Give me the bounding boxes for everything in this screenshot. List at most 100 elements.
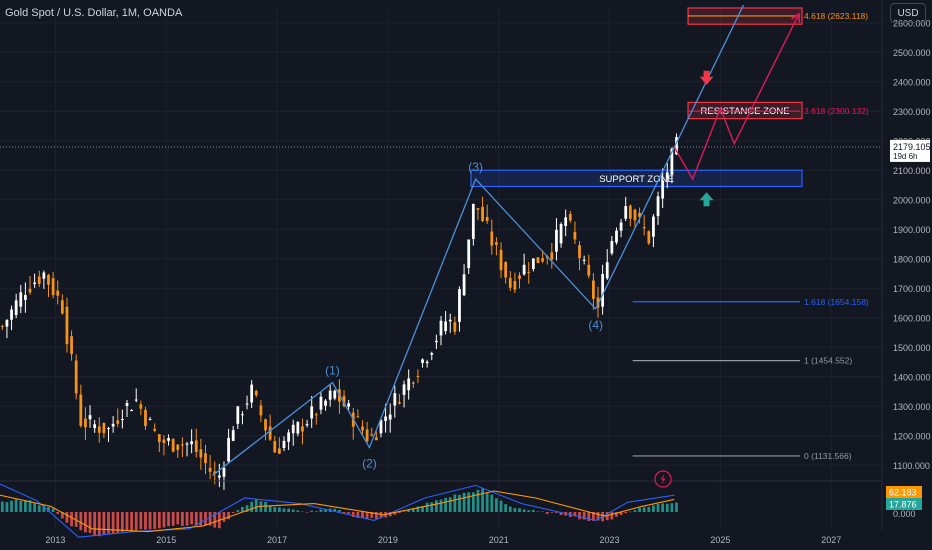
candle-body (190, 441, 194, 445)
histogram-bar (675, 502, 678, 512)
candle-body (444, 321, 448, 332)
histogram-bar (14, 499, 18, 512)
histogram-bar (462, 492, 466, 512)
histogram-bar (37, 505, 41, 512)
candle-body (518, 275, 521, 279)
histogram-bar (471, 492, 475, 512)
chart-title: Gold Spot / U.S. Dollar, 1M, OANDA (5, 7, 183, 19)
y-tick-label: 2500.000 (893, 48, 931, 58)
histogram-bar (508, 506, 512, 512)
histogram-bar (33, 503, 37, 512)
candle-body (287, 432, 290, 442)
histogram-bar (578, 512, 581, 520)
histogram-bar (148, 512, 152, 530)
histogram-bar (425, 502, 429, 512)
histogram-bar (379, 512, 383, 519)
candle-body (171, 439, 175, 452)
x-tick-label: 2021 (489, 535, 509, 545)
y-tick-label: 1400.000 (893, 372, 931, 382)
histogram-bar (305, 512, 309, 513)
candle-body (448, 319, 452, 322)
candle-body (56, 290, 60, 296)
oscillator-zero-label: 0.000 (893, 509, 916, 519)
histogram-bar (157, 512, 161, 529)
candle-body (587, 264, 591, 276)
lightning-icon[interactable] (654, 470, 672, 488)
candle-body (328, 390, 332, 400)
candle-body (361, 426, 364, 431)
histogram-bar (245, 505, 249, 512)
histogram-bar (587, 512, 591, 522)
candle-body (5, 320, 9, 327)
histogram-bar (93, 512, 97, 536)
histogram-bar (541, 511, 544, 512)
candle-body (273, 441, 277, 453)
histogram-bar (310, 510, 314, 512)
candle-body (181, 444, 184, 446)
arrow-up-icon (699, 192, 714, 207)
histogram-bar (319, 509, 323, 512)
projection-arrowhead (791, 12, 801, 23)
histogram-bar (250, 501, 254, 512)
wave-label: (4) (588, 318, 603, 332)
histogram-bar (190, 512, 194, 525)
candle-body (624, 206, 628, 219)
histogram-bar (504, 504, 508, 512)
candle-body (310, 406, 314, 419)
histogram-bar (536, 511, 540, 512)
histogram-bar (199, 512, 203, 526)
histogram-bar (481, 488, 484, 512)
histogram-bar (333, 508, 337, 512)
candle-body (407, 378, 411, 391)
candle-body (453, 322, 457, 332)
candle-body (370, 434, 374, 436)
candle-body (379, 420, 383, 434)
histogram-bar (227, 512, 230, 520)
candle-body (568, 213, 572, 221)
candle-body (559, 224, 563, 244)
candle-body (139, 404, 143, 409)
histogram-bar (19, 500, 23, 512)
histogram-bar (624, 512, 628, 514)
histogram-bar (421, 506, 424, 512)
histogram-bar (213, 512, 217, 528)
histogram-bar (194, 512, 198, 526)
histogram-bar (665, 503, 669, 512)
projection-layer (673, 12, 801, 181)
candle-body (130, 410, 133, 412)
histogram-bar (531, 510, 535, 512)
y-tick-label: 2300.000 (893, 107, 931, 117)
oscillator-value-1: 62.183 (889, 488, 917, 498)
candle-body (522, 264, 526, 275)
candle-body (259, 405, 263, 416)
histogram-bar (439, 499, 443, 512)
histogram-bar (374, 512, 378, 519)
histogram-bar (324, 509, 327, 512)
oscillator-value-2: 17.876 (889, 500, 917, 510)
currency-button[interactable]: USD (890, 3, 926, 23)
histogram-bar (60, 512, 64, 519)
candle-body (393, 393, 397, 406)
wave-label: (1) (325, 364, 340, 378)
candle-body (296, 422, 300, 434)
candle-body (416, 375, 420, 377)
histogram-bar (125, 512, 129, 531)
histogram-bar (592, 512, 595, 521)
histogram-bar (458, 494, 461, 512)
histogram-bar (287, 508, 290, 512)
histogram-bar (476, 489, 480, 512)
candle-body (596, 297, 600, 308)
histogram-bar (467, 492, 471, 512)
histogram-bar (633, 510, 637, 512)
candle-body (79, 394, 83, 426)
histogram-bar (56, 512, 60, 514)
time-axis[interactable]: 2013 2015 2017 2019 2021 2023 2025 2027 (45, 535, 841, 545)
oscillator-value-2-box (886, 498, 922, 510)
candle-body (324, 400, 327, 406)
candle-body (471, 203, 475, 239)
histogram-bar (130, 512, 133, 531)
histogram-bar (499, 500, 503, 512)
oscillator-line-2 (0, 490, 675, 533)
